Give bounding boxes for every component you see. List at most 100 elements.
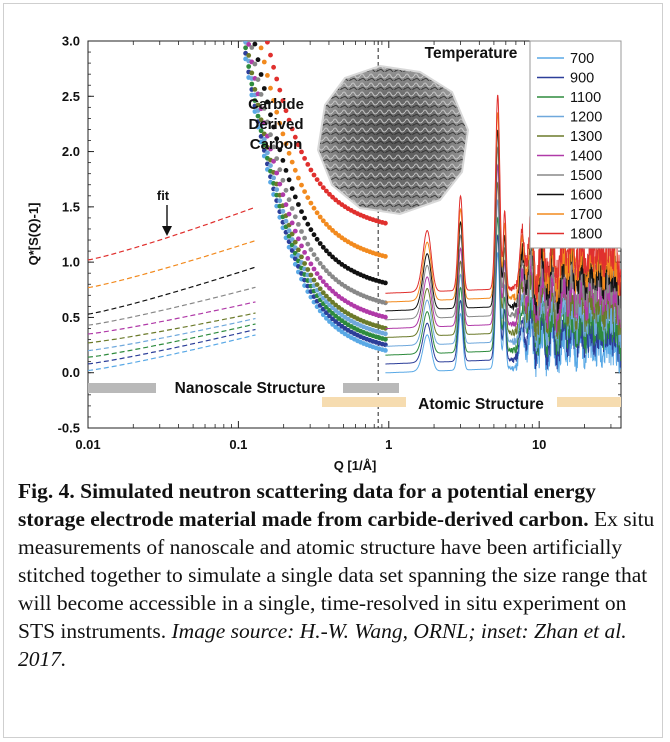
legend-label-1300: 1300 — [570, 129, 602, 145]
data-point-1100 — [237, 4, 242, 9]
data-point-1800 — [327, 191, 332, 197]
data-point-1300 — [252, 87, 258, 92]
data-point-1300 — [317, 286, 323, 292]
data-point-1600 — [283, 168, 289, 173]
data-point-1600 — [314, 236, 320, 242]
data-point-1400 — [330, 288, 335, 294]
data-point-1100 — [243, 45, 249, 51]
data-point-1400 — [296, 236, 301, 242]
data-point-1200 — [286, 228, 292, 234]
data-point-1300 — [249, 70, 255, 76]
data-point-1600 — [246, 8, 251, 13]
data-point-1800 — [271, 64, 276, 70]
data-point-1700 — [256, 31, 261, 36]
atomic-line-1600 — [385, 129, 621, 316]
x-tick-label: 0.01 — [75, 437, 100, 452]
data-point-1600 — [383, 280, 388, 286]
data-point-1800 — [302, 156, 307, 161]
data-point-1800 — [317, 181, 323, 187]
atomic-band-left — [322, 397, 406, 407]
data-point-1600 — [302, 215, 307, 221]
data-point-1100 — [249, 81, 255, 87]
legend: Temperature 700 900 1100 1200 1300 1400 1500 16… — [425, 40, 622, 249]
data-point-1500 — [261, 106, 267, 111]
data-point-1800 — [320, 185, 326, 191]
data-point-1800 — [308, 167, 314, 173]
data-point-1600 — [308, 227, 314, 233]
data-point-1800 — [292, 134, 298, 140]
data-point-1400 — [320, 279, 326, 284]
data-point-1300 — [308, 272, 314, 278]
data-point-700 — [241, 41, 244, 42]
data-point-1700 — [299, 182, 304, 188]
fit-line-900 — [88, 328, 256, 365]
legend-label-1500: 1500 — [570, 168, 602, 184]
data-point-1800 — [330, 194, 335, 200]
fit-line-1700 — [88, 240, 256, 289]
y-tick-label: 0.5 — [62, 310, 80, 325]
data-point-1500 — [292, 214, 298, 220]
data-point-1700 — [280, 131, 286, 137]
data-point-1400 — [324, 282, 329, 288]
caption-body: Ex situ measurements of nanoscale and at… — [18, 507, 655, 643]
data-point-1400 — [314, 271, 320, 276]
nanoscale-band-right — [343, 383, 399, 393]
data-point-1600 — [258, 72, 264, 77]
data-point-1300 — [324, 293, 329, 299]
data-point-1800 — [299, 149, 304, 155]
data-point-1200 — [277, 198, 283, 204]
data-point-1400 — [283, 202, 289, 208]
data-point-1500 — [274, 156, 280, 162]
data-point-1700 — [383, 254, 388, 259]
fit-line-700 — [88, 334, 256, 372]
data-point-1700 — [314, 210, 320, 216]
y-tick-label: 2.5 — [62, 89, 80, 104]
data-point-1800 — [256, 0, 261, 2]
fit-label: fit — [157, 188, 170, 203]
data-point-1300 — [243, 34, 248, 39]
data-point-1500 — [320, 264, 326, 270]
data-point-1700 — [296, 175, 301, 181]
data-point-1500 — [296, 222, 301, 227]
data-point-1400 — [240, 3, 245, 8]
data-point-1200 — [383, 331, 388, 337]
data-point-1700 — [305, 195, 311, 201]
data-point-1800 — [383, 220, 388, 226]
data-point-1800 — [314, 177, 320, 183]
data-point-1500 — [383, 300, 388, 306]
data-point-1700 — [320, 218, 326, 224]
data-point-1400 — [280, 192, 286, 198]
data-point-1800 — [274, 76, 280, 82]
data-point-1800 — [265, 41, 270, 45]
data-point-1500 — [271, 144, 276, 150]
data-point-900 — [289, 248, 295, 253]
data-point-700 — [237, 15, 242, 20]
data-point-1400 — [292, 228, 298, 234]
data-point-1700 — [289, 159, 295, 165]
legend-label-900: 900 — [570, 71, 594, 87]
data-point-1300 — [314, 282, 320, 287]
atomic-line-1200 — [385, 198, 621, 352]
data-point-1600 — [311, 232, 317, 238]
legend-label-1600: 1600 — [570, 188, 602, 204]
y-axis-title: Q*[S(Q)-1] — [26, 203, 41, 266]
fit-arrow-icon — [162, 205, 172, 236]
data-point-1100 — [252, 98, 258, 103]
data-point-1500 — [330, 274, 335, 280]
structure-bands — [88, 383, 621, 407]
data-point-1200 — [268, 163, 273, 169]
data-point-1800 — [324, 188, 329, 194]
data-point-1600 — [274, 136, 280, 142]
data-point-1200 — [280, 208, 286, 214]
data-point-1300 — [302, 261, 307, 266]
x-axis-title: Q [1/Å] — [334, 458, 377, 473]
inset-label-line3: Carbon — [250, 136, 303, 153]
data-point-1400 — [286, 211, 292, 217]
data-point-1500 — [311, 252, 317, 257]
atomic-structure-label: Atomic Structure — [418, 396, 544, 413]
data-point-1200 — [289, 237, 295, 242]
data-point-1600 — [280, 158, 286, 163]
y-tick-label: 1.5 — [62, 199, 80, 214]
nanoscale-structure-label: Nanoscale Structure — [175, 380, 326, 397]
fit-line-1300 — [88, 312, 256, 344]
